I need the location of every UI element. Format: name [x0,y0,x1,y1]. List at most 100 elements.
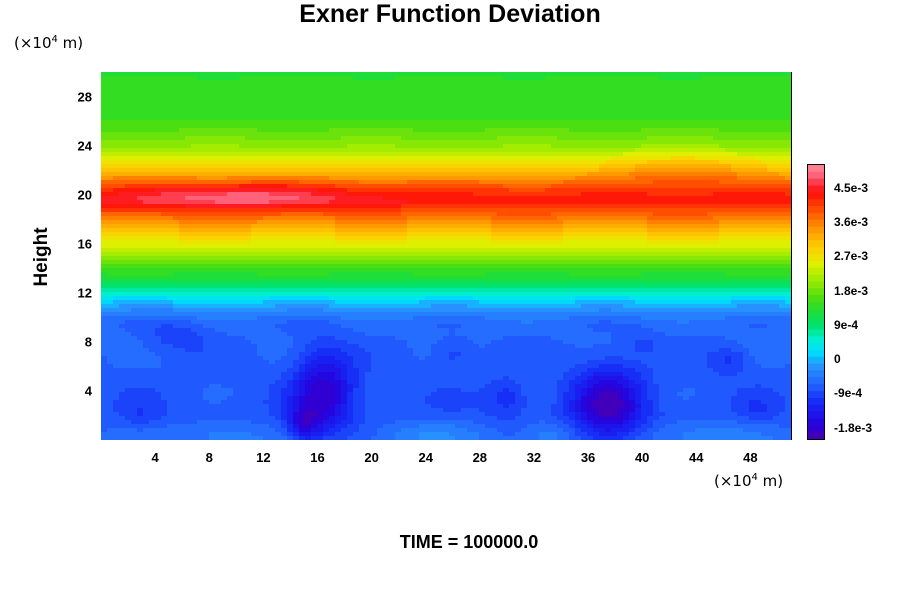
heatmap-cell [125,108,132,113]
heatmap-cell [311,260,318,265]
heatmap-cell [389,412,396,417]
heatmap-cell [311,360,318,365]
heatmap-cell [227,240,234,245]
heatmap-cell [167,148,174,153]
heatmap-cell [143,316,150,321]
heatmap-cell [107,84,114,89]
heatmap-cell [383,252,390,257]
heatmap-cell [305,416,312,421]
heatmap-cell [335,184,342,189]
heatmap-cell [125,88,132,93]
heatmap-cell [347,368,354,373]
heatmap-cell [425,164,432,169]
heatmap-cell [155,120,162,125]
heatmap-cell [323,304,330,309]
heatmap-cell [371,328,378,333]
heatmap-cell [155,420,162,425]
heatmap-cell [377,220,384,225]
heatmap-cell [173,252,180,257]
heatmap-cell [335,368,342,373]
heatmap-cell [407,420,414,425]
heatmap-cell [311,148,318,153]
heatmap-cell [251,108,258,113]
heatmap-cell [191,232,198,237]
heatmap-cell [305,388,312,393]
heatmap-cell [113,232,120,237]
heatmap-cell [323,372,330,377]
heatmap-cell [167,200,174,205]
heatmap-cell [143,288,150,293]
heatmap-cell [365,92,372,97]
heatmap-cell [161,188,168,193]
heatmap-cell [179,336,186,341]
heatmap-cell [161,140,168,145]
heatmap-cell [221,336,228,341]
heatmap-cell [353,392,360,397]
heatmap-cell [137,224,144,229]
heatmap-cell [365,224,372,229]
heatmap-cell [173,356,180,361]
heatmap-cell [209,196,216,201]
heatmap-cell [407,404,414,409]
heatmap-cell [113,204,120,209]
heatmap-cell [305,332,312,337]
heatmap-cell [275,260,282,265]
heatmap-cell [119,360,126,365]
heatmap-cell [341,256,348,261]
heatmap-cell [131,392,138,397]
heatmap-cell [377,312,384,317]
heatmap-cell [119,104,126,109]
heatmap-cell [113,336,120,341]
heatmap-cell [305,288,312,293]
heatmap-cell [275,436,282,440]
heatmap-cell [257,148,264,153]
heatmap-cell [299,392,306,397]
heatmap-cell [137,332,144,337]
heatmap-cell [221,168,228,173]
heatmap-cell [143,320,150,325]
heatmap-cell [131,136,138,141]
heatmap-cell [107,420,114,425]
heatmap-cell [269,92,276,97]
heatmap-cell [275,416,282,421]
heatmap-cell [215,256,222,261]
heatmap-cell [263,92,270,97]
heatmap-cell [227,396,234,401]
heatmap-cell [167,152,174,157]
heatmap-cell [347,412,354,417]
heatmap-cell [401,100,408,105]
heatmap-cell [413,208,420,213]
heatmap-cell [371,140,378,145]
heatmap-cell [167,412,174,417]
heatmap-cell [143,144,150,149]
heatmap-cell [257,100,264,105]
heatmap-cell [371,392,378,397]
heatmap-cell [389,220,396,225]
heatmap-cell [401,148,408,153]
heatmap-cell [353,96,360,101]
heatmap-cell [347,192,354,197]
heatmap-cell [371,172,378,177]
heatmap-cell [287,244,294,249]
heatmap-cell [353,144,360,149]
heatmap-cell [401,284,408,289]
heatmap-cell [353,324,360,329]
heatmap-cell [191,344,198,349]
heatmap-cell [311,160,318,165]
heatmap-cell [335,300,342,305]
heatmap-cell [389,392,396,397]
heatmap-cell [413,108,420,113]
heatmap-cell [311,216,318,221]
heatmap-cell [167,348,174,353]
heatmap-cell [197,256,204,261]
heatmap-cell [191,236,198,241]
heatmap-cell [119,76,126,81]
heatmap-cell [317,80,324,85]
heatmap-cell [281,220,288,225]
heatmap-cell [383,160,390,165]
heatmap-cell [113,84,120,89]
heatmap-cell [233,176,240,181]
heatmap-cell [413,168,420,173]
heatmap-cell [173,240,180,245]
heatmap-cell [101,240,108,245]
